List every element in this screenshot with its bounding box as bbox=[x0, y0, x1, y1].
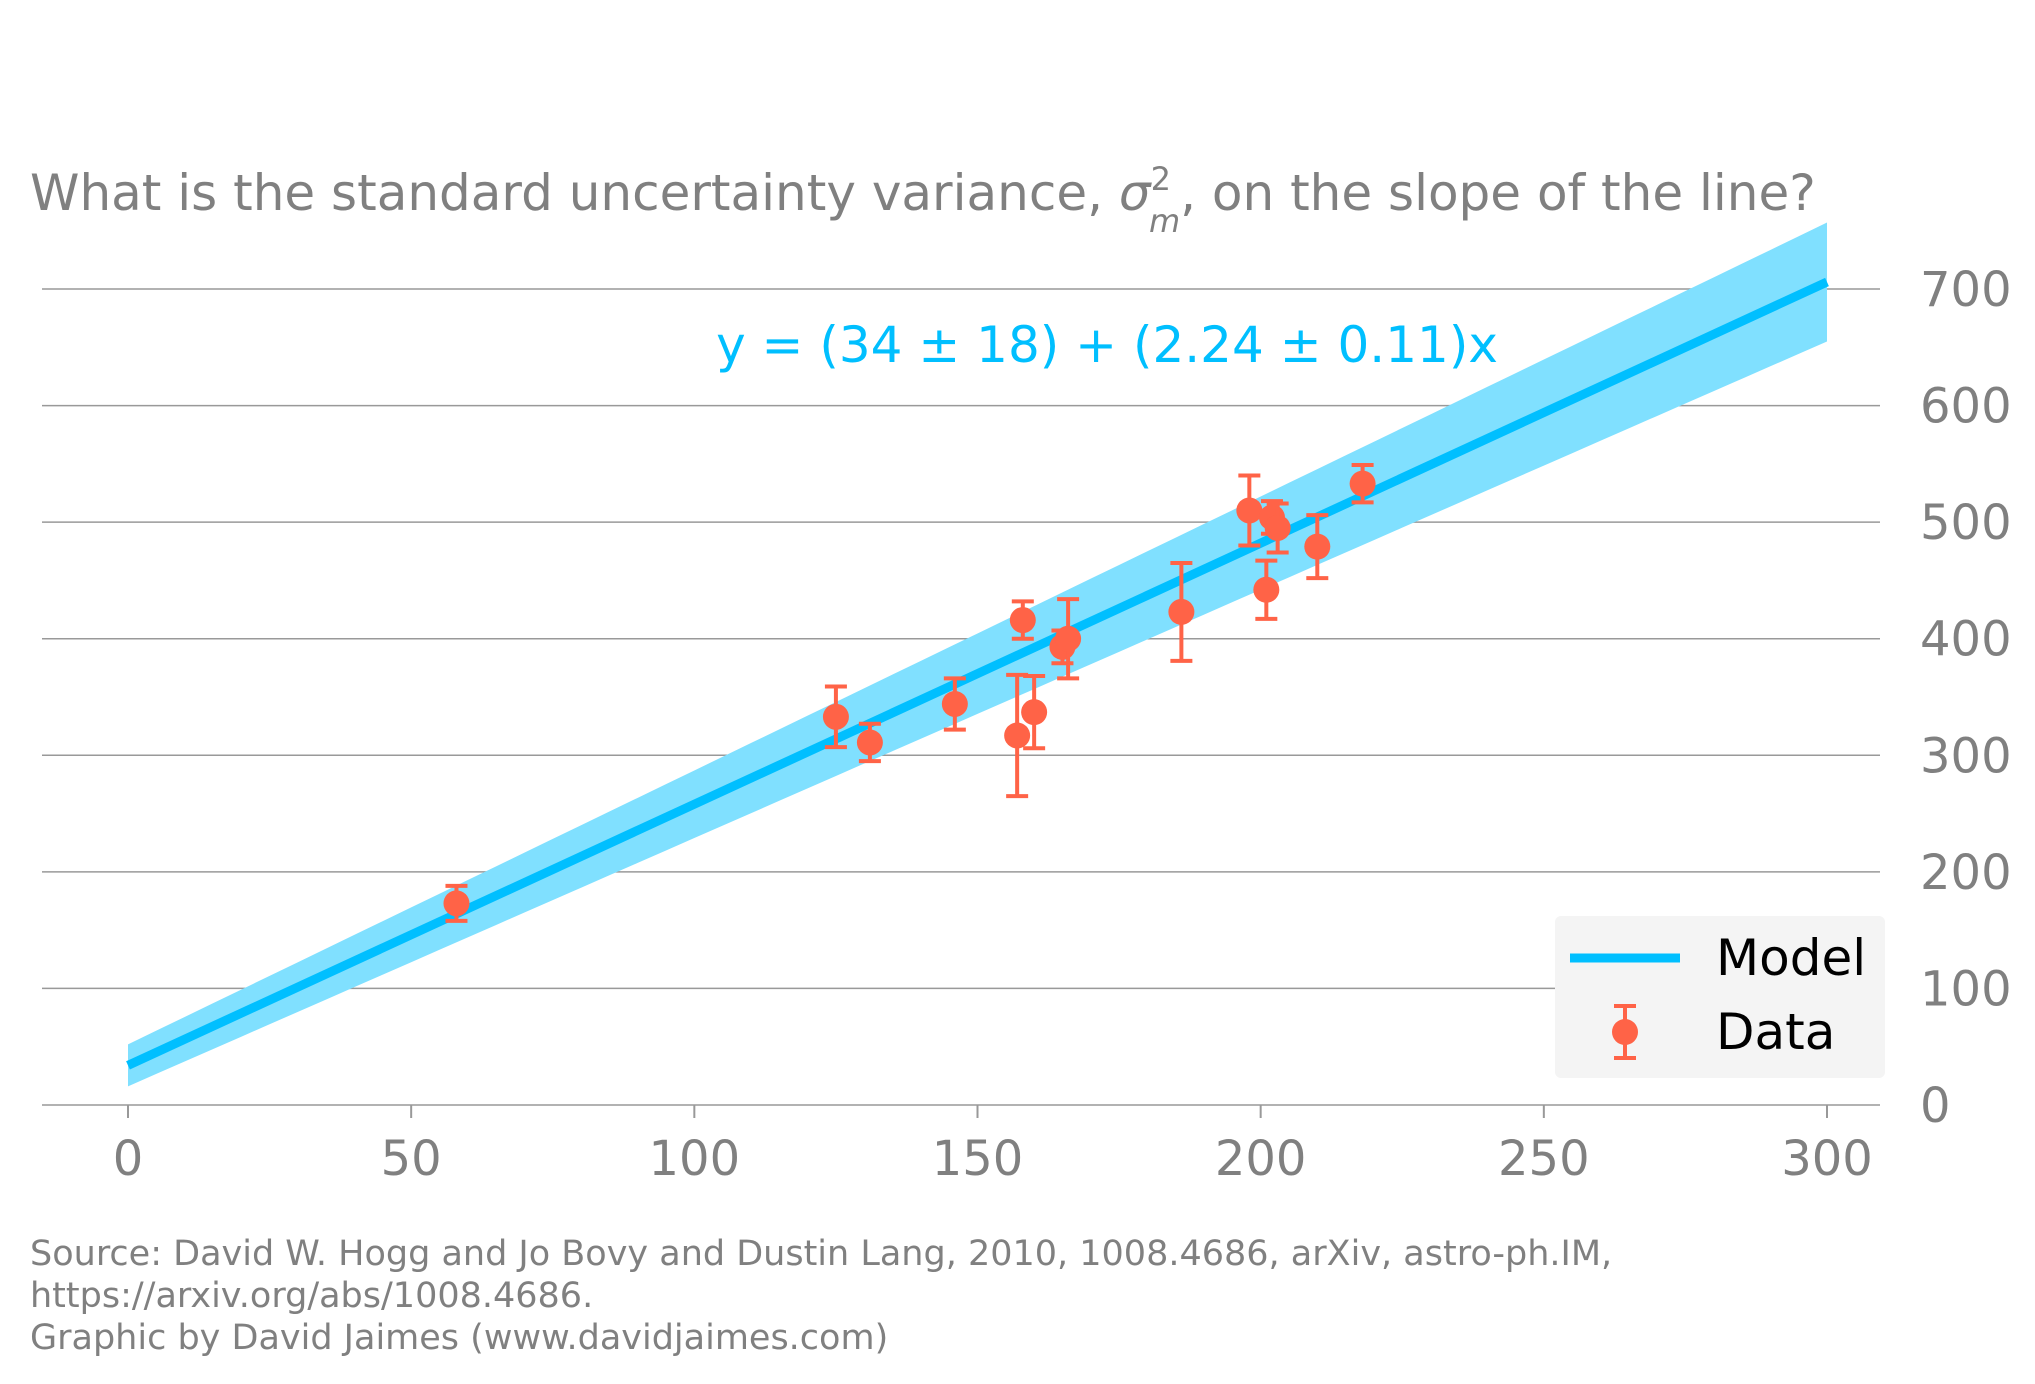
data-marker bbox=[1021, 699, 1048, 726]
data-point bbox=[1253, 558, 1280, 621]
source-line-2: https://arxiv.org/abs/1008.4686. bbox=[30, 1276, 593, 1316]
chart-title-superscript: 2 bbox=[1151, 160, 1171, 198]
chart-title-suffix: , on the slope of the line? bbox=[1180, 164, 1816, 222]
data-marker bbox=[1168, 598, 1195, 625]
legend-model-label: Model bbox=[1716, 929, 1866, 987]
axis-layer: 0 100 200 300 400 500 600 700 0 50 100 150 200 250 300 bbox=[113, 262, 2012, 1187]
chart-title: What is the standard uncertainty varianc… bbox=[30, 160, 1816, 240]
y-tick-label: 400 bbox=[1920, 612, 2012, 668]
data-marker bbox=[1055, 625, 1082, 652]
y-tick-label: 500 bbox=[1920, 495, 2012, 551]
y-tick-label: 600 bbox=[1920, 379, 2012, 435]
chart-title-prefix: What is the standard uncertainty varianc… bbox=[30, 164, 1119, 222]
x-tick-label: 0 bbox=[113, 1131, 144, 1187]
data-point bbox=[1168, 560, 1195, 663]
data-marker bbox=[1304, 533, 1331, 560]
data-point bbox=[1009, 599, 1036, 641]
data-marker bbox=[443, 890, 470, 917]
data-point bbox=[1264, 501, 1291, 555]
equation-annotation: y = (34 ± 18) + (2.24 ± 0.11)x bbox=[716, 316, 1498, 374]
chart-title-symbol: σ bbox=[1119, 164, 1152, 222]
data-point bbox=[443, 883, 470, 923]
x-tick-label: 50 bbox=[381, 1131, 442, 1187]
data-point bbox=[1055, 597, 1082, 681]
legend: Model Data bbox=[1555, 916, 1885, 1078]
data-point bbox=[941, 676, 968, 732]
data-point bbox=[1349, 463, 1376, 505]
y-tick-label: 200 bbox=[1920, 845, 2012, 901]
model-line-layer bbox=[126, 277, 1829, 1070]
legend-data-marker bbox=[1612, 1019, 1638, 1045]
data-point bbox=[1236, 473, 1263, 548]
source-line-3: Graphic by David Jaimes (www.davidjaimes… bbox=[30, 1318, 888, 1358]
data-marker bbox=[941, 690, 968, 717]
x-tick-label: 200 bbox=[1215, 1131, 1307, 1187]
y-tick-label: 700 bbox=[1920, 262, 2012, 318]
data-marker bbox=[822, 703, 849, 730]
data-point bbox=[1304, 513, 1331, 581]
y-tick-label: 300 bbox=[1920, 728, 2012, 784]
data-marker bbox=[1009, 607, 1036, 634]
chart-title-subscript: m bbox=[1149, 202, 1180, 240]
source-line-1: Source: David W. Hogg and Jo Bovy and Du… bbox=[30, 1234, 1612, 1274]
data-point bbox=[1021, 674, 1048, 751]
data-point bbox=[856, 721, 883, 764]
data-marker bbox=[1253, 576, 1280, 603]
data-points-layer bbox=[443, 463, 1376, 923]
legend-data-label: Data bbox=[1716, 1003, 1835, 1061]
model-line bbox=[126, 277, 1829, 1070]
x-tick-label: 300 bbox=[1781, 1131, 1873, 1187]
data-marker bbox=[1264, 514, 1291, 541]
data-marker bbox=[1349, 470, 1376, 497]
y-tick-label: 100 bbox=[1920, 961, 2012, 1017]
data-marker bbox=[1236, 497, 1263, 524]
x-tick-label: 150 bbox=[932, 1131, 1024, 1187]
x-tick-label: 100 bbox=[649, 1131, 741, 1187]
data-marker bbox=[856, 729, 883, 756]
y-tick-label: 0 bbox=[1920, 1078, 1951, 1134]
data-point bbox=[822, 684, 849, 750]
legend-data-swatch bbox=[1612, 1004, 1638, 1060]
data-marker bbox=[1004, 722, 1031, 749]
x-tick-label: 250 bbox=[1498, 1131, 1590, 1187]
